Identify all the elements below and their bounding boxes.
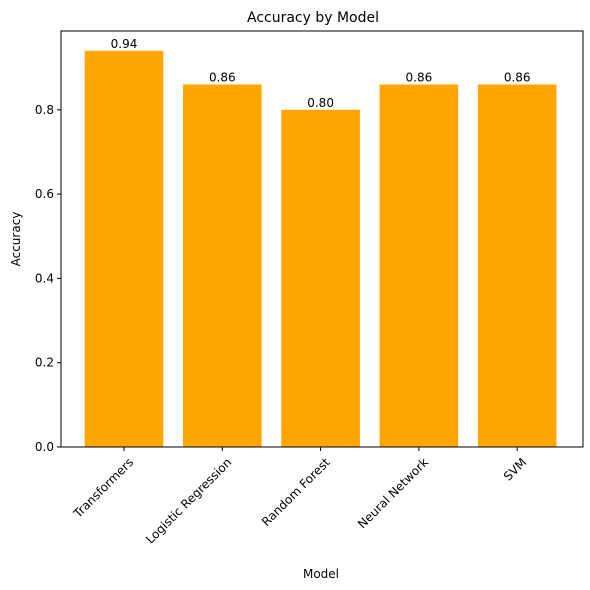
x-axis-ticks: Transformers Logistic Regression Random Fo… — [70, 447, 529, 547]
data-label: 0.86 — [406, 71, 433, 85]
x-tick-label: Random Forest — [259, 455, 333, 529]
y-tick-label: 0.8 — [35, 103, 54, 117]
x-tick-label: Neural Network — [355, 455, 431, 531]
bar-logistic-regression — [183, 84, 262, 447]
data-label: 0.86 — [209, 71, 236, 85]
y-tick-label: 0.4 — [35, 271, 54, 285]
y-tick-label: 0.0 — [35, 440, 54, 454]
y-tick-label: 0.6 — [35, 187, 54, 201]
bar-neural-network — [379, 84, 459, 447]
data-label: 0.80 — [307, 96, 334, 110]
chart-title: Accuracy by Model — [247, 10, 379, 26]
x-axis-label: Model — [303, 567, 339, 581]
y-axis-label: Accuracy — [9, 212, 23, 267]
x-tick-label: Logistic Regression — [143, 455, 234, 546]
bar-transformers — [84, 50, 164, 448]
data-label: 0.94 — [111, 37, 138, 51]
y-tick-label: 0.2 — [35, 356, 54, 370]
y-axis-ticks: 0.0 0.2 0.4 0.6 0.8 — [35, 103, 61, 454]
x-tick-label: Transformers — [70, 455, 136, 521]
bars-group — [84, 50, 557, 448]
data-labels-group: 0.94 0.86 0.80 0.86 0.86 — [111, 37, 531, 110]
bar-svm — [477, 84, 557, 447]
bar-random-forest — [281, 109, 360, 448]
x-tick-label: SVM — [501, 455, 529, 483]
data-label: 0.86 — [504, 71, 531, 85]
plot-area-frame — [60, 30, 584, 448]
